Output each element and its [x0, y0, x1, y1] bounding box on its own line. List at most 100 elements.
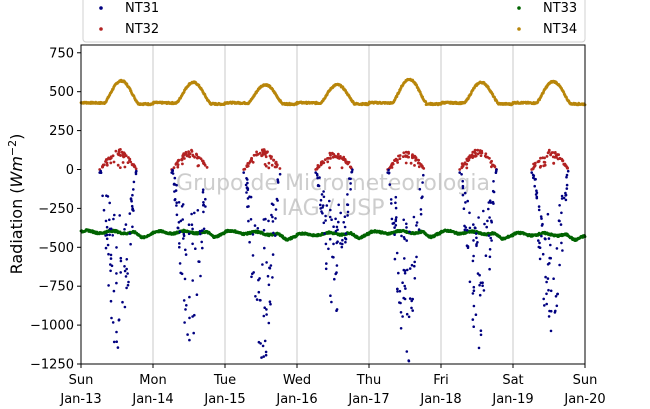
series-point-nt32	[315, 167, 319, 171]
series-point-nt31	[413, 277, 417, 280]
series-point-nt32	[263, 163, 267, 166]
series-point-nt31	[477, 216, 480, 219]
series-point-nt32	[404, 154, 407, 158]
series-point-nt32	[474, 154, 478, 158]
series-point-nt31	[394, 218, 398, 221]
series-point-nt31	[106, 243, 110, 247]
series-point-nt31	[412, 215, 416, 219]
series-point-nt32	[121, 154, 125, 158]
series-point-nt32	[272, 158, 275, 162]
series-point-nt32	[101, 163, 105, 167]
series-point-nt32	[413, 154, 417, 158]
series-point-nt32	[401, 155, 405, 159]
series-point-nt31	[422, 173, 425, 177]
y-tick-label: −250	[38, 202, 74, 217]
series-point-nt31	[99, 171, 103, 174]
series-point-nt31	[403, 284, 407, 288]
series-point-nt32	[473, 149, 477, 152]
series-point-nt32	[118, 166, 122, 170]
series-point-nt31	[475, 236, 478, 240]
series-point-nt31	[108, 233, 111, 237]
legend-box	[82, 0, 586, 43]
series-point-nt31	[405, 226, 408, 229]
series-point-nt32	[184, 151, 188, 155]
series-point-nt32	[176, 165, 180, 169]
series-point-nt31	[403, 271, 407, 275]
series-point-nt32	[193, 155, 197, 159]
series-point-nt32	[479, 154, 483, 158]
series-point-nt31	[259, 299, 262, 302]
watermark-line-2: IAG / USP	[282, 196, 385, 221]
series-point-nt31	[181, 203, 185, 206]
series-point-nt32	[404, 150, 408, 154]
series-point-nt31	[548, 256, 551, 260]
series-point-nt31	[478, 283, 481, 287]
series-point-nt31	[109, 299, 113, 303]
series-point-nt31	[410, 306, 413, 310]
series-point-nt32	[463, 162, 467, 166]
series-point-nt31	[328, 199, 331, 203]
series-point-nt31	[537, 245, 541, 249]
series-point-nt31	[319, 207, 323, 210]
y-tick-label: 0	[66, 163, 74, 178]
series-point-nt31	[390, 217, 394, 221]
series-point-nt31	[105, 233, 109, 237]
series-point-nt31	[533, 184, 536, 188]
series-point-nt31	[263, 339, 267, 343]
series-point-nt31	[545, 292, 548, 296]
series-point-nt32	[181, 162, 184, 166]
series-point-nt31	[547, 288, 550, 292]
series-point-nt31	[131, 193, 134, 197]
series-point-nt31	[330, 218, 333, 221]
series-point-nt31	[257, 290, 261, 294]
series-point-nt31	[561, 249, 564, 252]
series-point-nt31	[554, 309, 557, 313]
series-point-nt31	[183, 277, 187, 281]
series-point-nt31	[486, 219, 489, 223]
series-point-nt31	[332, 225, 335, 228]
series-point-nt31	[171, 172, 175, 175]
series-point-nt31	[558, 263, 561, 267]
series-point-nt31	[202, 201, 205, 204]
series-point-nt31	[405, 350, 409, 353]
series-point-nt31	[417, 228, 421, 231]
series-point-nt31	[265, 313, 268, 316]
series-point-nt31	[272, 203, 275, 207]
series-point-nt31	[329, 208, 332, 212]
x-axis: Sun Jan-13 Mon Jan-14 Tue Jan-15 Wed Jan-16 Thu J…	[59, 364, 606, 407]
series-point-nt31	[115, 246, 118, 249]
series-point-nt32	[489, 161, 493, 164]
series-point-nt32	[413, 164, 416, 167]
series-point-nt31	[109, 263, 112, 266]
series-point-nt31	[487, 234, 491, 237]
series-point-nt31	[540, 234, 543, 238]
series-point-nt31	[466, 199, 470, 203]
series-point-nt32	[268, 154, 272, 158]
series-point-nt31	[400, 234, 403, 238]
series-point-nt31	[471, 259, 475, 263]
series-point-nt31	[346, 203, 349, 206]
series-point-nt32	[394, 157, 398, 161]
legend: NT31 NT32 NT33 NT34	[82, 0, 586, 43]
series-point-nt31	[555, 247, 559, 250]
series-point-nt31	[549, 309, 553, 313]
series-point-nt31	[104, 246, 108, 250]
series-point-nt32	[411, 153, 414, 157]
series-point-nt31	[330, 300, 333, 304]
series-point-nt31	[461, 193, 465, 197]
series-point-nt31	[462, 207, 466, 210]
x-grid	[152, 45, 514, 364]
series-point-nt31	[398, 289, 402, 293]
series-point-nt31	[335, 308, 339, 311]
series-point-nt31	[395, 216, 398, 219]
series-point-nt32	[465, 166, 469, 170]
series-point-nt31	[492, 202, 495, 205]
series-point-nt31	[475, 243, 478, 246]
series-point-nt31	[488, 216, 491, 219]
series-point-nt31	[124, 275, 128, 278]
series-point-nt31	[334, 272, 338, 276]
series-point-nt31	[121, 300, 124, 304]
series-point-nt31	[278, 172, 282, 176]
series-point-nt31	[334, 217, 337, 221]
series-point-nt31	[472, 285, 476, 289]
